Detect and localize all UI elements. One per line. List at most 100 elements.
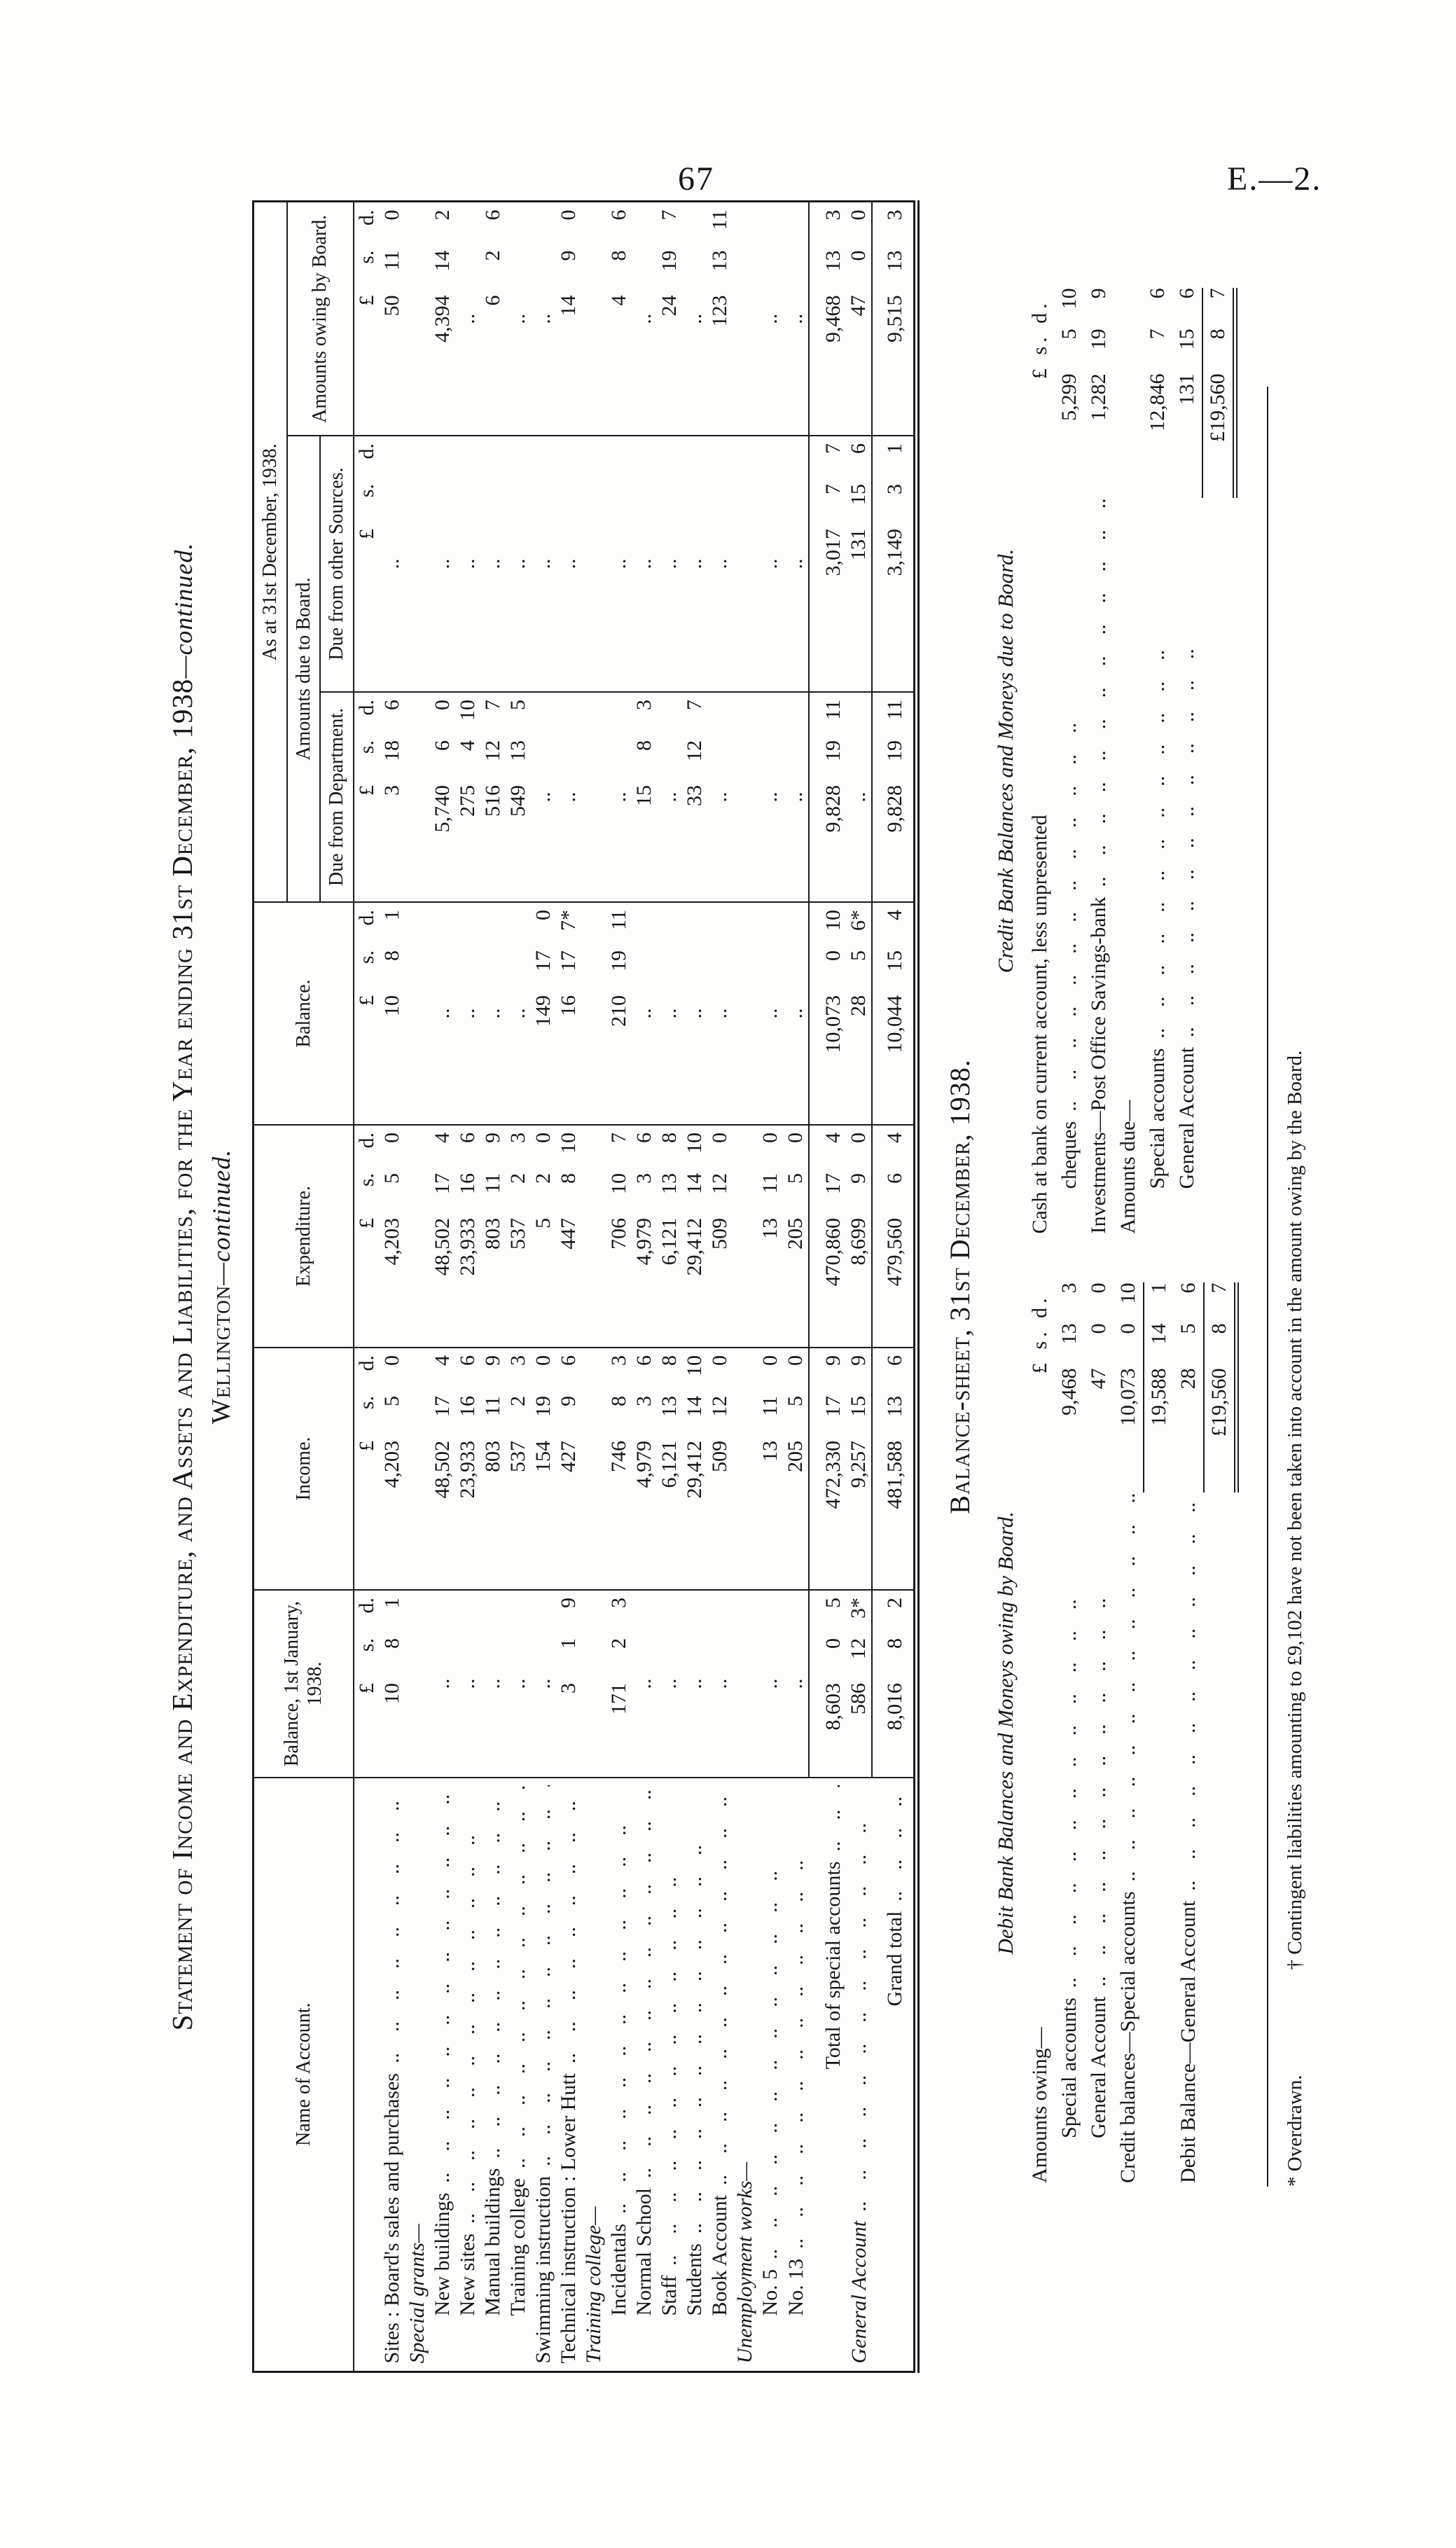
account-name: Special grants— — [405, 2224, 429, 2364]
income-expenditure-table: Name of Account. Balance, 1st January, 1… — [252, 200, 920, 2373]
money-value: .. — [632, 313, 656, 324]
balance-sheet-label: Cash at bank on current account, less un… — [1027, 815, 1051, 1234]
table-cell — [404, 692, 430, 903]
balance-sheet-label: General Account — [1086, 1996, 1110, 2138]
table-cell: 3,017 7 7 — [808, 436, 846, 693]
col-header-expenditure: Expenditure. — [253, 1125, 354, 1348]
money-value: 586 12 3* — [846, 1598, 870, 1715]
balance-sheet-amount: £ s. d. — [1027, 1294, 1051, 1374]
money-value: .. — [480, 1678, 504, 1689]
leader-dots — [430, 1785, 455, 2183]
account-name-cell: General Account — [845, 1778, 872, 2372]
balance-sheet-line: Investments—Post Office Savings-bank 1,28… — [1084, 288, 1114, 1233]
credit-column-heading: Credit Bank Balances and Moneys due to B… — [992, 548, 1018, 974]
table-cell — [581, 1348, 606, 1591]
account-name-cell: Manual buildings — [480, 1778, 506, 2372]
leader-dots — [1055, 498, 1084, 1111]
leader-dots — [1084, 1493, 1114, 1986]
money-value: 509 12 0 — [707, 1355, 731, 1473]
table-cell — [404, 436, 430, 693]
table-cell: 8,699 9 0 — [845, 1125, 872, 1348]
table-cell: 4,203 5 0 — [379, 1125, 405, 1348]
money-value: 149 17 0 — [531, 910, 555, 1027]
table-cell: 210 19 11 — [606, 902, 632, 1126]
money-value: .. — [556, 558, 580, 569]
balance-sheet-amount: 9,468 13 3 — [1055, 1282, 1084, 1493]
balance-sheet-amount: £ s. d. — [1027, 299, 1051, 380]
table-cell — [581, 1590, 606, 1778]
table-cell: .. — [782, 202, 809, 436]
table-cell: 171 2 3 — [606, 1590, 632, 1778]
col-header-balance-jan: Balance, 1st January, 1938. — [253, 1590, 354, 1778]
table-row: Special grants— — [404, 202, 430, 2372]
table-row: Training college— — [581, 202, 606, 2372]
table-cell: .. — [480, 902, 506, 1126]
account-name-cell: Unemployment works— — [732, 1778, 758, 2372]
leader-dots — [882, 1785, 908, 1902]
money-value: 15 8 3 — [632, 700, 656, 807]
leader-dots — [1143, 498, 1172, 1038]
money-value: .. — [783, 1008, 807, 1019]
board-name: Wellington — [207, 1285, 236, 1425]
table-cell: 14 9 0 — [555, 202, 581, 436]
money-value: 28 5 6* — [846, 910, 870, 1017]
col-group-as-at-31-december: As at 31st December, 1938. — [253, 202, 287, 903]
money-value: 13 11 0 — [758, 1133, 782, 1240]
col-header-amounts-owing-by-board: Amounts owing by Board. — [286, 202, 354, 436]
money-value: .. — [455, 313, 479, 324]
money-value: 1,282 19 9 — [1086, 288, 1110, 421]
money-value: 10 8 1 — [380, 910, 403, 1017]
col-header-name-of-account: Name of Account. — [253, 1778, 354, 2372]
money-value: 205 5 0 — [783, 1133, 807, 1250]
balance-sheet-label: Debit Balance—General Account — [1176, 1900, 1200, 2183]
money-value: £ s. d. — [354, 443, 378, 540]
money-value: .. — [682, 1678, 706, 1689]
currency-header-cell: £ s. d. — [353, 436, 380, 693]
money-value: .. — [707, 1008, 731, 1019]
balance-sheet-label: Special accounts — [1145, 1048, 1169, 1189]
money-value: .. — [556, 791, 580, 803]
table-cell: .. — [681, 202, 707, 436]
table-cell: .. — [631, 436, 657, 693]
money-value: .. — [682, 1008, 706, 1019]
balance-sheet-heading: Balance-sheet, 31st December, 1938. — [943, 1059, 976, 1514]
table-cell: .. — [530, 1590, 556, 1778]
balance-sheet-label: Amounts owing— — [1027, 2027, 1051, 2183]
account-name: Training college — [506, 2178, 529, 2316]
money-value: .. — [531, 558, 555, 569]
money-value: 29,412 14 10 — [682, 1355, 706, 1499]
money-value: .. — [531, 1678, 555, 1689]
money-value: 154 19 0 — [531, 1355, 555, 1473]
table-cell: .. — [707, 902, 733, 1126]
table-cell: 15 8 3 — [631, 692, 657, 903]
empty-cell — [353, 1778, 380, 2372]
money-value: .. — [758, 558, 782, 569]
statement-subtitle: Wellington—continued. — [206, 162, 237, 2411]
account-name: Students — [682, 2243, 706, 2316]
table-cell: 509 12 0 — [707, 1348, 733, 1591]
account-name: General Account — [847, 2220, 871, 2364]
table-cell: .. — [455, 902, 480, 1126]
debit-column-heading: Debit Bank Balances and Moneys owing by … — [992, 1511, 1018, 1955]
table-cell — [581, 692, 606, 903]
account-name-cell: Sites : Board's sales and purchases — [379, 1778, 405, 2372]
table-cell: 470,860 17 4 — [808, 1125, 846, 1348]
table-cell: 131 15 6 — [845, 436, 872, 693]
leader-dots — [657, 1785, 682, 2266]
money-value: 3 18 6 — [380, 700, 403, 796]
money-value: £ s. d. — [354, 1598, 378, 1694]
table-cell: .. — [505, 436, 531, 693]
table-cell — [732, 202, 758, 436]
balance-sheet-label: Investments—Post Office Savings-bank — [1086, 896, 1110, 1234]
money-value: .. — [657, 1678, 681, 1689]
balance-sheet-amount: 28 5 6 — [1174, 1282, 1203, 1493]
table-row: Unemployment works— — [732, 202, 758, 2372]
table-cell: .. — [631, 202, 657, 436]
account-name: Incidentals — [606, 2223, 630, 2316]
